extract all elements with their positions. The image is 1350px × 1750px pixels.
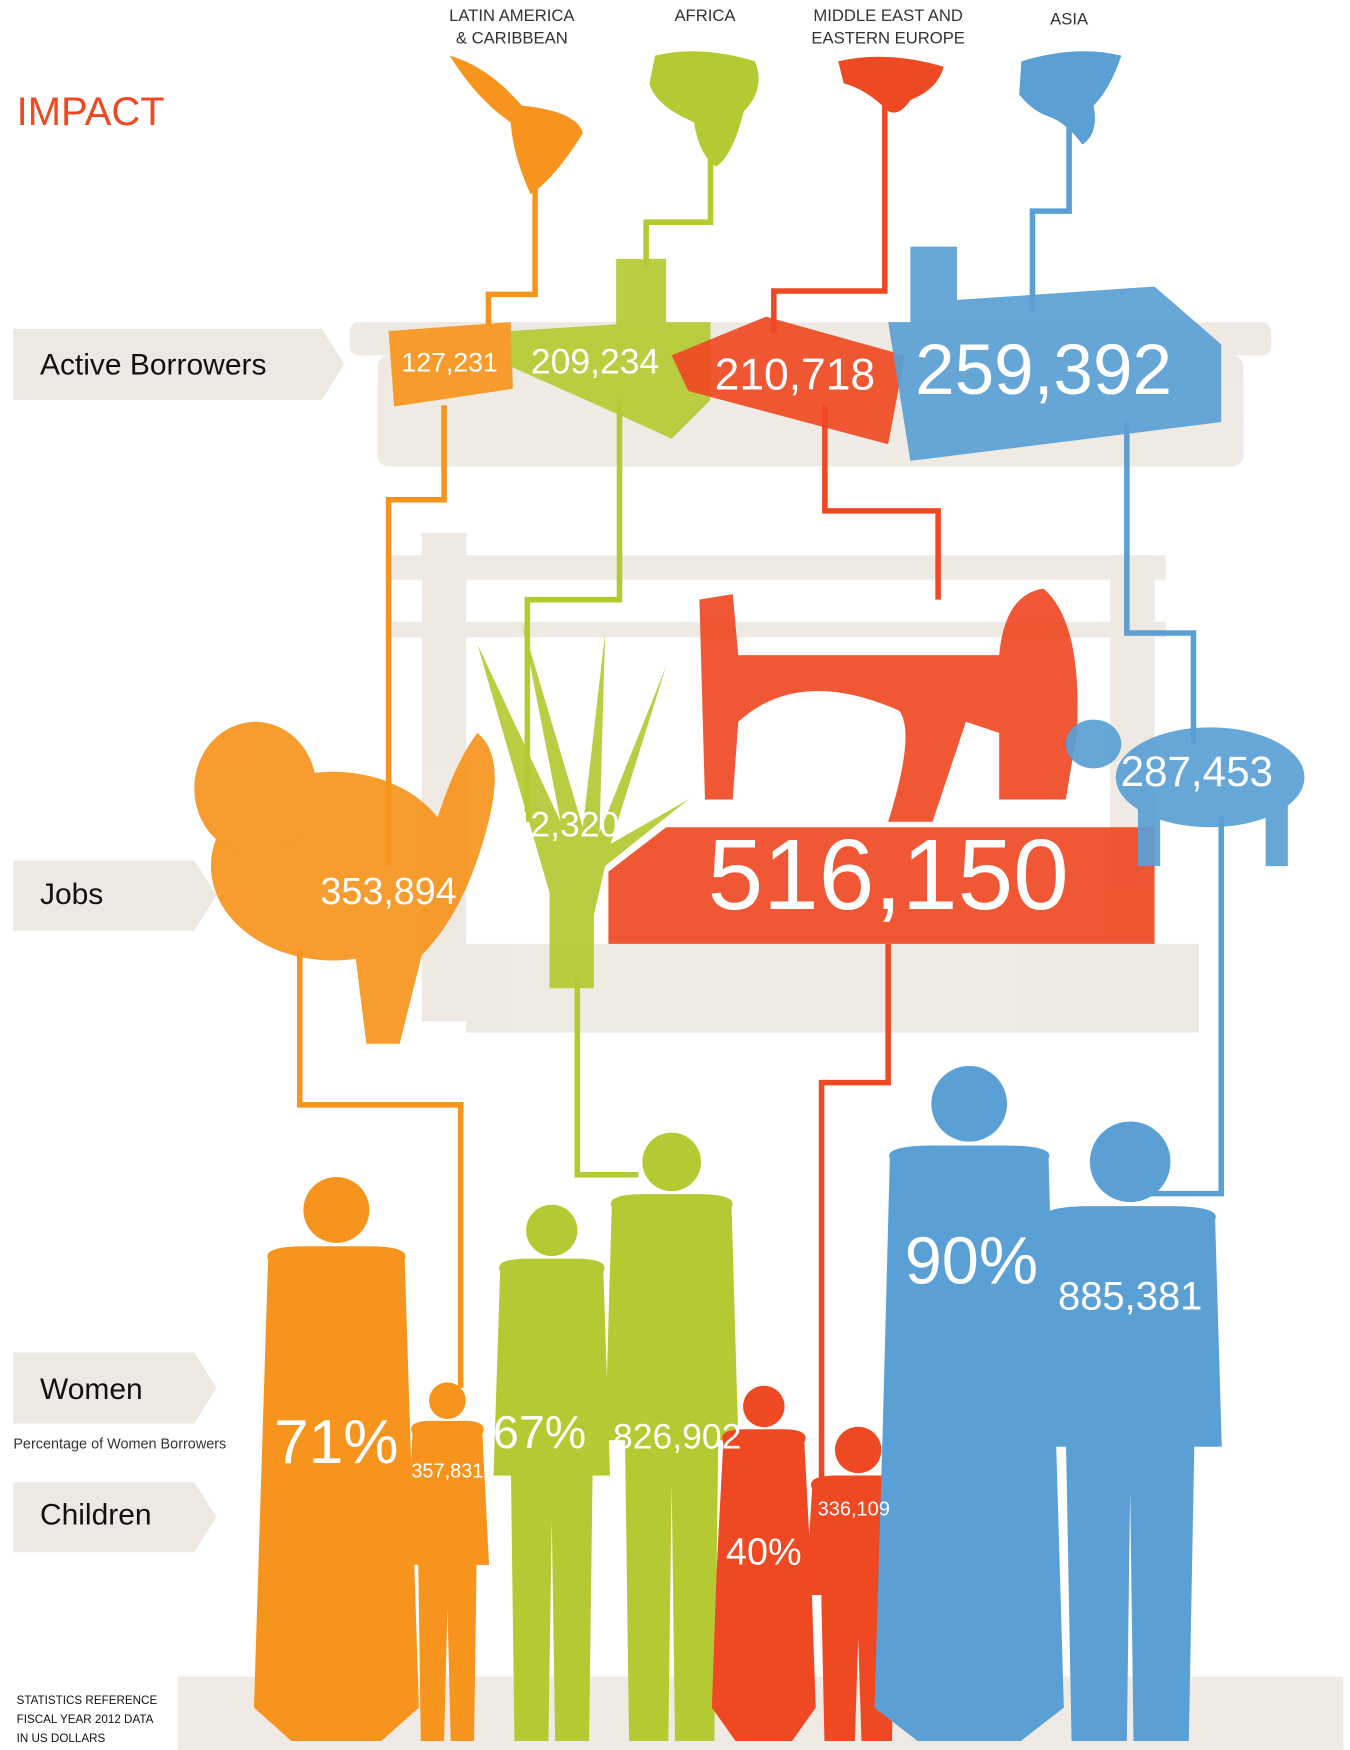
- head: [1090, 1121, 1171, 1202]
- active-borrowers-value: 209,234: [531, 342, 659, 382]
- infographic: IMPACT Active Borrowers Jobs Women Perce…: [0, 0, 1350, 1750]
- region-label: & CARIBBEAN: [456, 28, 568, 47]
- silhouette: [712, 1429, 816, 1741]
- connector: [646, 156, 710, 267]
- head: [429, 1382, 466, 1419]
- region-label: AFRICA: [674, 6, 736, 25]
- row-label: Children: [40, 1499, 152, 1532]
- jobs-value: 516,150: [708, 820, 1069, 931]
- rooster: [194, 722, 316, 855]
- region-map: [649, 51, 758, 166]
- jobs-value: 342,320: [491, 805, 619, 845]
- footer-line: FISCAL YEAR 2012 DATA: [17, 1713, 154, 1726]
- head: [835, 1427, 881, 1473]
- head: [303, 1177, 369, 1243]
- footer-line: IN US DOLLARS: [17, 1732, 106, 1745]
- head: [642, 1133, 701, 1192]
- women-value: 40%: [726, 1530, 802, 1572]
- row-label: Jobs: [40, 878, 103, 911]
- head: [743, 1386, 785, 1428]
- region-map: [838, 57, 943, 113]
- title: IMPACT: [17, 90, 165, 134]
- women-value: 90%: [905, 1224, 1038, 1298]
- region-label: MIDDLE EAST AND: [813, 6, 962, 25]
- children-value: 336,109: [818, 1498, 890, 1520]
- region-label: EASTERN EUROPE: [811, 28, 965, 47]
- row-label: Active Borrowers: [40, 348, 267, 381]
- region-label: LATIN AMERICA: [449, 6, 575, 25]
- row-note: Percentage of Women Borrowers: [13, 1436, 226, 1452]
- footer-line: STATISTICS REFERENCE: [17, 1694, 158, 1707]
- connector: [488, 167, 535, 325]
- silhouette: [254, 1246, 419, 1741]
- row-label: Women: [40, 1373, 143, 1406]
- women-value: 67%: [493, 1406, 586, 1458]
- jobs-value: 353,894: [320, 870, 456, 912]
- wheat: [550, 877, 594, 988]
- cow: [1138, 800, 1160, 867]
- region-map: [450, 56, 583, 195]
- connector: [774, 100, 885, 333]
- cow: [1066, 720, 1122, 769]
- active-borrowers-value: 259,392: [915, 331, 1172, 410]
- women-value: 71%: [274, 1408, 398, 1477]
- head: [931, 1066, 1007, 1142]
- silhouette: [493, 1259, 610, 1741]
- children-value: 885,381: [1058, 1275, 1202, 1319]
- region-label: ASIA: [1050, 10, 1089, 29]
- children-value: 357,831: [411, 1461, 483, 1483]
- jobs-value: 287,453: [1121, 748, 1273, 795]
- cow: [1266, 800, 1288, 867]
- active-borrowers-value: 210,718: [715, 350, 875, 399]
- regions: LATIN AMERICA & CARIBBEAN AFRICA MIDDLE EAS…: [194, 6, 1304, 1741]
- head: [526, 1205, 577, 1256]
- children-value: 826,902: [613, 1416, 741, 1456]
- active-borrowers-value: 127,231: [402, 347, 498, 377]
